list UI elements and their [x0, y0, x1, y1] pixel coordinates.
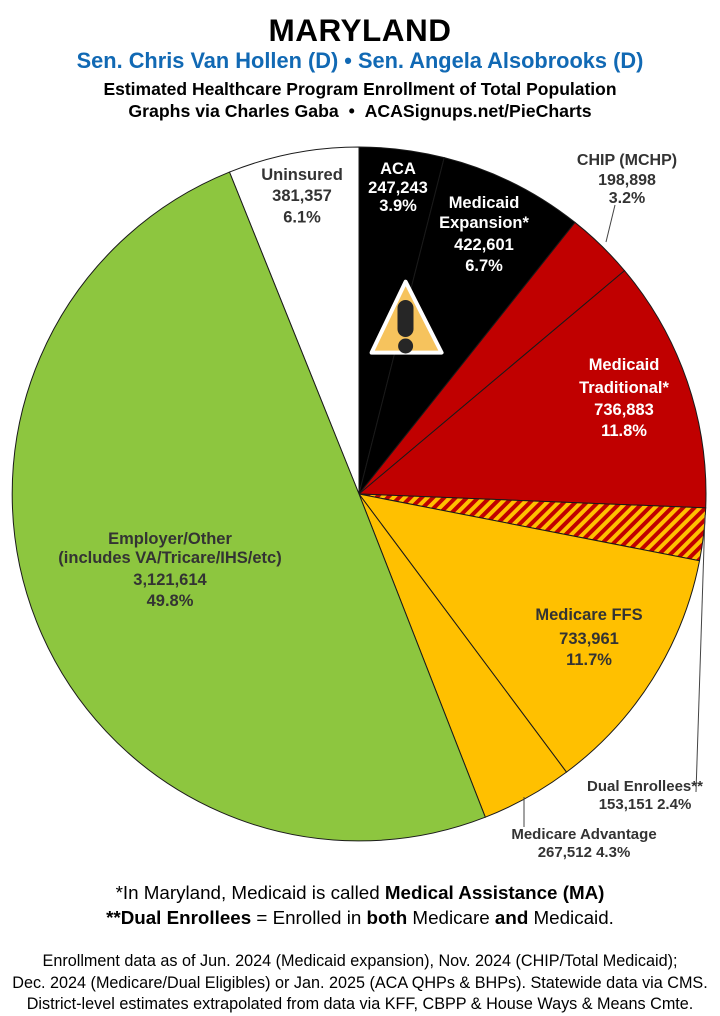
svg-text:Medicare FFS: Medicare FFS: [535, 606, 642, 624]
svg-text:3.9%: 3.9%: [379, 197, 417, 215]
svg-text:6.7%: 6.7%: [465, 257, 503, 275]
svg-text:153,151 2.4%: 153,151 2.4%: [599, 796, 692, 813]
svg-text:11.8%: 11.8%: [601, 422, 647, 440]
svg-text:381,357: 381,357: [272, 187, 332, 205]
svg-text:(includes VA/Tricare/IHS/etc): (includes VA/Tricare/IHS/etc): [58, 549, 281, 567]
svg-text:ACA: ACA: [380, 160, 416, 178]
svg-text:Medicaid: Medicaid: [449, 194, 520, 212]
svg-text:422,601: 422,601: [454, 236, 514, 254]
svg-text:Employer/Other: Employer/Other: [108, 530, 232, 548]
svg-text:6.1%: 6.1%: [283, 209, 321, 227]
svg-text:Medicare Advantage: Medicare Advantage: [511, 826, 656, 843]
svg-text:3,121,614: 3,121,614: [133, 571, 207, 589]
svg-text:11.7%: 11.7%: [566, 651, 612, 669]
svg-text:Dual Enrollees**: Dual Enrollees**: [587, 778, 703, 795]
svg-text:49.8%: 49.8%: [147, 592, 194, 610]
svg-text:736,883: 736,883: [594, 401, 654, 419]
svg-text:Medicaid: Medicaid: [589, 356, 660, 374]
svg-text:247,243: 247,243: [368, 179, 428, 197]
svg-text:267,512 4.3%: 267,512 4.3%: [538, 844, 631, 861]
svg-text:3.2%: 3.2%: [609, 190, 645, 207]
svg-text:CHIP (MCHP): CHIP (MCHP): [577, 152, 677, 169]
svg-text:Expansion*: Expansion*: [439, 214, 529, 232]
svg-text:733,961: 733,961: [559, 630, 619, 648]
svg-text:Uninsured: Uninsured: [261, 166, 343, 184]
svg-text:Traditional*: Traditional*: [579, 379, 669, 397]
svg-text:198,898: 198,898: [598, 172, 656, 189]
